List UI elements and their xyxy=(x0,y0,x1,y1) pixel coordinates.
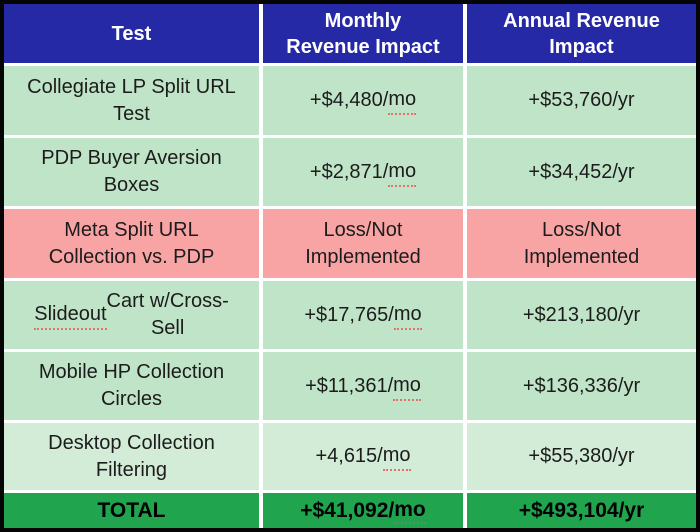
monthly-impact-cell: Loss/Not Implemented xyxy=(263,209,463,278)
test-name-text: Collegiate LP Split URL Test xyxy=(27,75,236,125)
misspell-underline: mo xyxy=(388,86,417,115)
annual-impact-text: +$55,380/yr xyxy=(528,445,635,467)
annual-impact-text: +$213,180/yr xyxy=(522,303,641,326)
monthly-impact-cell: +$17,765/mo xyxy=(263,281,463,349)
annual-impact-cell: +$53,760/yr xyxy=(467,66,696,135)
test-name-cell: Desktop Collection Filtering xyxy=(4,423,259,490)
total-annual-text: +$493,104/yr xyxy=(518,498,645,522)
annual-impact-text: +$136,336/yr xyxy=(522,374,641,397)
misspell-underline: mo xyxy=(393,372,421,401)
total-label-cell: TOTAL xyxy=(4,493,259,528)
column-header-test: Test xyxy=(4,4,259,63)
monthly-impact-cell: +$2,871/mo xyxy=(263,138,463,206)
annual-impact-cell: +$213,180/yr xyxy=(467,281,696,349)
annual-impact-text: +$53,760/yr xyxy=(528,89,635,111)
annual-impact-cell: +$55,380/yr xyxy=(467,423,696,490)
test-name-cell: Meta Split URL Collection vs. PDP xyxy=(4,209,259,278)
misspell-underline: mo xyxy=(394,498,426,524)
column-header-monthly-revenue: Monthly Revenue Impact xyxy=(263,4,463,63)
misspell-underline: mo xyxy=(388,158,417,187)
monthly-impact-text: +$17,765/ xyxy=(304,303,394,326)
monthly-impact-text: +4,615/ xyxy=(315,445,383,467)
test-name-text: Meta Split URL Collection vs. PDP xyxy=(48,218,215,268)
test-name-text: Mobile HP Collection Circles xyxy=(38,361,225,410)
monthly-impact-cell: +4,615/mo xyxy=(263,423,463,490)
monthly-impact-text: +$2,871/ xyxy=(309,160,389,183)
monthly-impact-text: Loss/Not Implemented xyxy=(305,218,421,268)
test-name-cell: Mobile HP Collection Circles xyxy=(4,352,259,420)
test-name-text: PDP Buyer Aversion Boxes xyxy=(41,147,222,196)
misspell-underline: mo xyxy=(393,301,422,330)
annual-impact-cell: Loss/Not Implemented xyxy=(467,209,696,278)
test-name-text: Cart w/Cross- Sell xyxy=(106,290,229,339)
annual-impact-cell: +$136,336/yr xyxy=(467,352,696,420)
monthly-impact-cell: +$4,480/mo xyxy=(263,66,463,135)
annual-impact-text: +$34,452/yr xyxy=(528,160,635,183)
monthly-impact-cell: +$11,361/mo xyxy=(263,352,463,420)
test-name-cell: Slideout Cart w/Cross- Sell xyxy=(4,281,259,349)
test-name-text: Desktop Collection Filtering xyxy=(48,431,215,481)
total-label-text: TOTAL xyxy=(97,498,166,522)
total-annual-cell: +$493,104/yr xyxy=(467,493,696,528)
column-header-annual-revenue: Annual Revenue Impact xyxy=(467,4,696,63)
total-monthly-text: +$41,092/ xyxy=(300,498,395,522)
misspell-underline: mo xyxy=(382,442,411,471)
test-name-cell: PDP Buyer Aversion Boxes xyxy=(4,138,259,206)
annual-impact-cell: +$34,452/yr xyxy=(467,138,696,206)
misspell-underline: Slideout xyxy=(34,301,107,330)
monthly-impact-text: +$4,480/ xyxy=(309,89,389,111)
test-name-cell: Collegiate LP Split URL Test xyxy=(4,66,259,135)
total-monthly-cell: +$41,092/mo xyxy=(263,493,463,528)
annual-impact-text: Loss/Not Implemented xyxy=(523,218,640,268)
monthly-impact-text: +$11,361/ xyxy=(305,374,394,397)
